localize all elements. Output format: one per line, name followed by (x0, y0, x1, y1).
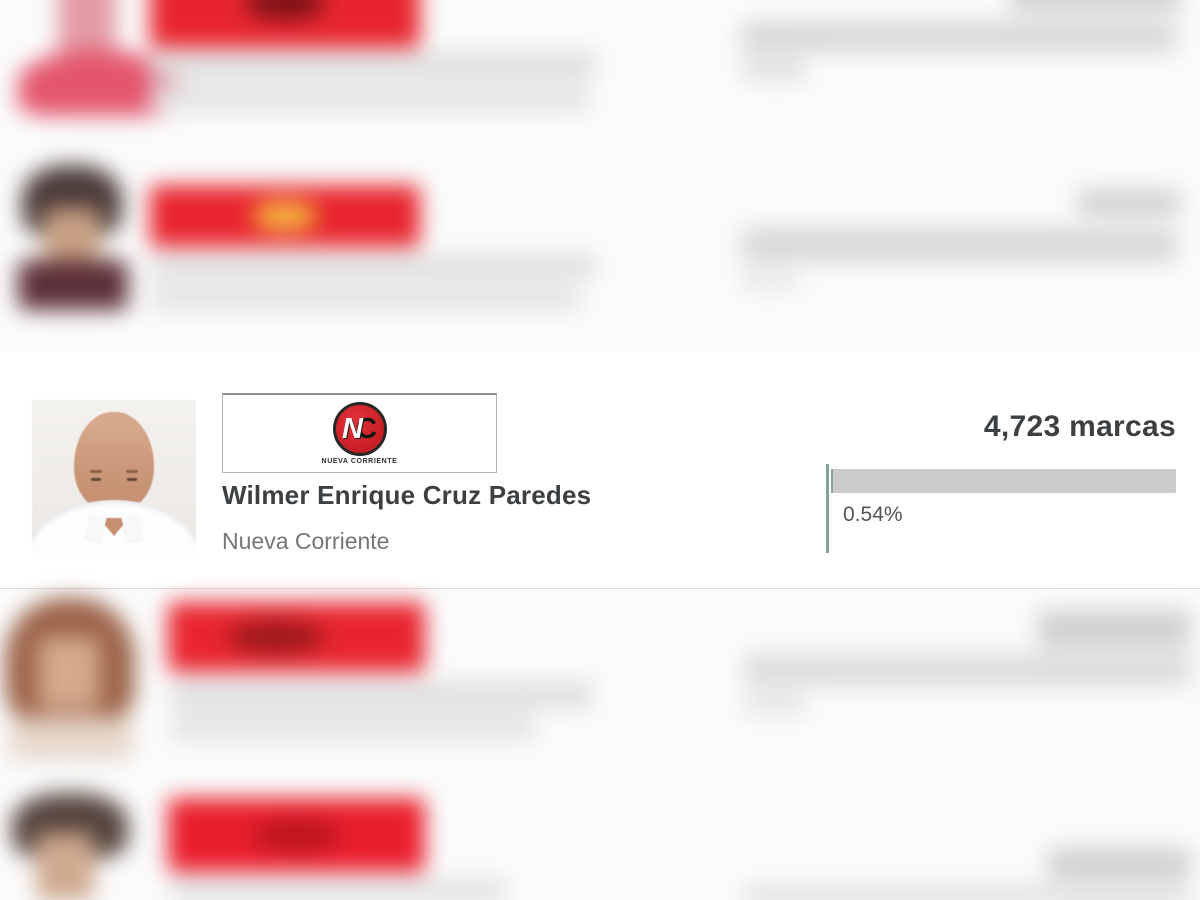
blurred-text-line (150, 85, 588, 111)
blurred-percent-text (742, 58, 806, 80)
photo-brow (126, 470, 138, 473)
blurred-candidate-row (0, 160, 1200, 335)
blurred-candidate-row (0, 0, 1200, 120)
photo-head (74, 412, 154, 512)
logo-letter-c: C (356, 412, 377, 445)
bar-axis-line (826, 464, 829, 553)
blurred-marcas-text (1010, 0, 1180, 12)
blurred-text-line (150, 52, 595, 78)
candidate-row[interactable]: N C NUEVA CORRIENTE Wilmer Enrique Cruz … (0, 352, 1200, 589)
party-logo-caption: NUEVA CORRIENTE (321, 458, 398, 465)
vote-bar-track (831, 469, 1176, 493)
photo-brow (90, 470, 102, 473)
blurred-photo (44, 208, 100, 270)
party-logo-box: N C NUEVA CORRIENTE (222, 393, 497, 473)
candidate-name: Wilmer Enrique Cruz Paredes (222, 480, 592, 510)
candidate-photo (32, 400, 196, 558)
blurred-bar (745, 888, 1190, 900)
blurred-photo (36, 833, 94, 900)
blurred-party-flag (150, 185, 420, 247)
blurred-marcas-text (1038, 610, 1190, 648)
blurred-flag-emblem (245, 0, 325, 20)
blurred-text-line (172, 880, 505, 900)
blurred-bar (745, 654, 1190, 686)
blurred-photo (10, 717, 132, 759)
photo-eye (127, 478, 137, 481)
blurred-percent-text (742, 270, 798, 290)
marcas-count: 4,723 marcas (983, 410, 1176, 443)
blurred-bar (742, 22, 1176, 52)
blurred-text-line (150, 255, 595, 278)
blurred-photo (18, 260, 128, 310)
candidate-party: Nueva Corriente (222, 528, 390, 554)
blurred-flag-emblem (252, 201, 318, 231)
blurred-text-line (172, 714, 535, 740)
blurred-text-line (150, 286, 580, 310)
blurred-text-line (172, 682, 592, 708)
blurred-marcas-text (1048, 848, 1190, 880)
vote-bar-fill (831, 469, 833, 493)
percent-label: 0.54% (843, 503, 903, 526)
blurred-party-flag (150, 0, 420, 48)
blurred-flag-emblem (251, 819, 342, 851)
blurred-percent-text (745, 692, 805, 714)
photo-eye (91, 478, 101, 481)
blurred-party-flag (168, 602, 425, 672)
blurred-candidate-row (0, 785, 1200, 900)
blurred-marcas-text (1078, 190, 1180, 215)
blurred-bar (742, 228, 1176, 262)
blurred-photo (38, 637, 100, 709)
logo-letter-n: N (342, 412, 363, 445)
blurred-candidate-row (0, 592, 1200, 767)
blurred-party-flag (168, 798, 425, 872)
party-logo-nc-icon: N C (332, 402, 387, 456)
blurred-flag-emblem (227, 620, 324, 654)
